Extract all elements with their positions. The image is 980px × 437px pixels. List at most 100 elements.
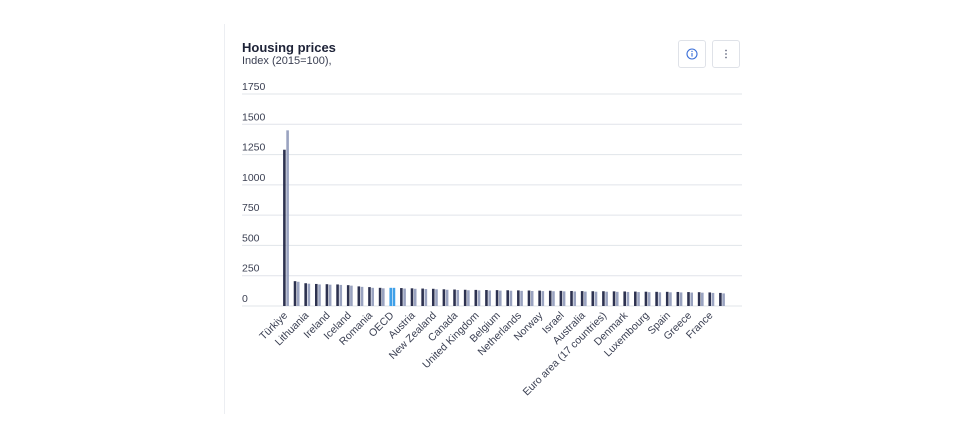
bar[interactable] xyxy=(679,292,683,306)
bar-chart: 02505007501000125015001750TürkiyeLithuan… xyxy=(242,81,742,398)
bar[interactable] xyxy=(697,292,701,306)
vertical-ellipsis-icon xyxy=(725,49,727,59)
bar[interactable] xyxy=(580,291,584,306)
bar[interactable] xyxy=(527,290,531,306)
bar[interactable] xyxy=(520,290,523,306)
bar[interactable] xyxy=(421,288,424,306)
bar[interactable] xyxy=(676,291,680,306)
info-circle-icon xyxy=(686,48,698,60)
chart-title: Housing prices xyxy=(242,40,336,55)
bar[interactable] xyxy=(559,290,563,306)
bar[interactable] xyxy=(293,281,297,306)
bar[interactable] xyxy=(307,283,311,306)
y-tick-label: 1500 xyxy=(242,111,266,123)
y-tick-label: 750 xyxy=(242,202,260,214)
bar[interactable] xyxy=(655,291,658,306)
bar[interactable] xyxy=(605,291,608,306)
y-tick-label: 1750 xyxy=(242,81,266,93)
bar[interactable] xyxy=(665,291,669,306)
bar[interactable] xyxy=(346,285,350,306)
bar[interactable] xyxy=(463,289,467,306)
bar[interactable] xyxy=(360,286,364,306)
bar[interactable] xyxy=(392,287,396,306)
bar[interactable] xyxy=(389,287,393,306)
y-tick-label: 250 xyxy=(242,263,260,275)
bar[interactable] xyxy=(382,288,385,306)
bar[interactable] xyxy=(442,289,446,306)
bar[interactable] xyxy=(368,287,371,306)
more-options-button[interactable] xyxy=(712,40,740,68)
bar[interactable] xyxy=(634,291,637,306)
bar[interactable] xyxy=(591,291,595,306)
bar[interactable] xyxy=(573,291,577,306)
bar[interactable] xyxy=(626,291,630,306)
bar[interactable] xyxy=(602,291,605,306)
bar[interactable] xyxy=(467,290,470,306)
bar[interactable] xyxy=(509,290,513,306)
bar[interactable] xyxy=(431,288,435,306)
y-tick-label: 0 xyxy=(242,293,248,305)
bar[interactable] xyxy=(658,292,662,306)
bar[interactable] xyxy=(283,149,286,306)
bar[interactable] xyxy=(584,291,587,306)
bar[interactable] xyxy=(485,290,488,306)
bar[interactable] xyxy=(647,292,651,306)
bar[interactable] xyxy=(474,289,478,306)
bar[interactable] xyxy=(318,284,321,306)
bar[interactable] xyxy=(286,130,289,306)
bar[interactable] xyxy=(336,284,339,306)
chart-card: Housing prices Index (2015=100), xyxy=(224,24,755,414)
bar[interactable] xyxy=(325,284,329,306)
bar[interactable] xyxy=(296,281,300,306)
bar[interactable] xyxy=(517,290,520,306)
bar[interactable] xyxy=(722,293,725,306)
y-tick-label: 1000 xyxy=(242,172,266,184)
bar[interactable] xyxy=(378,287,382,306)
bar[interactable] xyxy=(530,290,534,306)
bar[interactable] xyxy=(357,286,361,306)
bar[interactable] xyxy=(435,289,438,306)
bar[interactable] xyxy=(410,288,414,306)
bar[interactable] xyxy=(339,284,343,306)
bar[interactable] xyxy=(548,290,552,306)
bar[interactable] xyxy=(350,285,353,306)
bar[interactable] xyxy=(498,290,502,306)
bar[interactable] xyxy=(371,287,374,306)
bar[interactable] xyxy=(708,292,712,306)
bar[interactable] xyxy=(538,290,541,306)
bar[interactable] xyxy=(570,290,573,306)
bar[interactable] xyxy=(615,291,619,306)
bar[interactable] xyxy=(495,290,499,306)
bar[interactable] xyxy=(456,290,460,306)
y-tick-label: 1250 xyxy=(242,142,266,154)
bar[interactable] xyxy=(669,292,672,306)
bar[interactable] xyxy=(315,283,318,306)
bar[interactable] xyxy=(690,292,693,306)
bar[interactable] xyxy=(701,292,704,306)
bar[interactable] xyxy=(719,292,722,306)
bar[interactable] xyxy=(711,292,715,306)
bar[interactable] xyxy=(637,292,640,306)
bar[interactable] xyxy=(400,288,403,306)
bar[interactable] xyxy=(541,291,545,306)
bar[interactable] xyxy=(403,288,406,306)
bar[interactable] xyxy=(453,289,456,306)
bar[interactable] xyxy=(506,290,510,306)
bar[interactable] xyxy=(612,291,616,306)
bar[interactable] xyxy=(594,291,598,306)
bar[interactable] xyxy=(687,292,690,306)
y-tick-label: 500 xyxy=(242,232,260,244)
bar[interactable] xyxy=(562,291,566,306)
info-button[interactable] xyxy=(678,40,706,68)
bar[interactable] xyxy=(488,290,491,306)
bar[interactable] xyxy=(328,284,332,306)
chart-subtitle: Index (2015=100), xyxy=(242,55,332,67)
bar[interactable] xyxy=(424,289,428,306)
bar[interactable] xyxy=(413,288,417,306)
bar[interactable] xyxy=(445,289,449,306)
bar[interactable] xyxy=(644,291,648,306)
bar[interactable] xyxy=(304,283,307,306)
bar[interactable] xyxy=(552,291,555,306)
bar[interactable] xyxy=(623,291,626,306)
bar[interactable] xyxy=(477,290,481,306)
